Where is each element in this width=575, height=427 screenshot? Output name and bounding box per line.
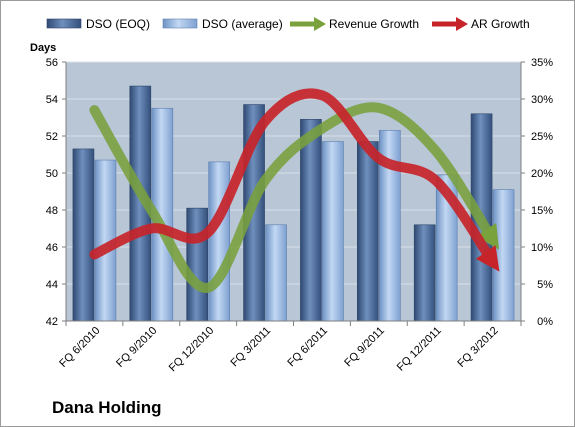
bar-dso-eoq — [300, 119, 322, 322]
lines-group — [89, 88, 500, 293]
legend-label: DSO (EOQ) — [86, 17, 150, 31]
legend: DSO (EOQ) DSO (average) Revenue Growth AR G… — [46, 17, 530, 31]
bar-dso-eoq — [72, 148, 95, 322]
y2-tick-label: 25% — [531, 131, 553, 143]
y-tick-label: 50 — [46, 168, 58, 180]
x-tick-label: FQ 9/2010 — [114, 325, 159, 370]
line-revenue-growth — [89, 102, 500, 293]
y-tick-label: 54 — [46, 94, 58, 106]
y-axis-title: Days — [30, 42, 56, 54]
bar-dso-eoq — [413, 224, 436, 322]
legend-arrow-icon — [314, 17, 326, 31]
y-tick-label: 44 — [46, 279, 58, 291]
y-tick-label: 52 — [46, 131, 58, 143]
x-tick-label: FQ 9/2011 — [342, 325, 387, 370]
y2-tick-label: 20% — [531, 168, 553, 180]
legend-swatch — [46, 18, 82, 29]
legend-label: DSO (average) — [202, 17, 283, 31]
x-tick-label: FQ 6/2010 — [57, 325, 102, 370]
x-tick-label: FQ 12/2011 — [395, 325, 444, 374]
legend-arrow-icon — [456, 17, 468, 31]
bar-dso-eoq — [186, 207, 208, 322]
y-tick-label: 42 — [46, 316, 58, 328]
legend-label: Revenue Growth — [329, 17, 419, 31]
bar-dso-eoq — [357, 141, 379, 322]
line-ar-growth — [89, 88, 500, 272]
y-tick-label: 46 — [46, 242, 58, 254]
x-tick-label: FQ 12/2010 — [167, 325, 217, 375]
company-name: Dana Holding — [52, 398, 162, 417]
bar-dso-average — [492, 189, 515, 322]
bar-dso-average — [265, 224, 287, 322]
x-tick-label: FQ 3/2011 — [229, 325, 274, 370]
y2-tick-label: 10% — [531, 242, 553, 254]
y-tick-label: 56 — [46, 57, 58, 69]
x-tick-label: FQ 3/2012 — [455, 325, 500, 370]
y2-tick-label: 30% — [531, 94, 553, 106]
y2-tick-label: 5% — [537, 279, 553, 291]
y-tick-label: 48 — [46, 205, 58, 217]
bar-dso-average — [208, 161, 230, 322]
legend-label: AR Growth — [471, 17, 530, 31]
y2-tick-label: 15% — [531, 205, 553, 217]
legend-swatch — [162, 18, 198, 29]
y2-tick-label: 35% — [531, 57, 553, 69]
y2-tick-label: 0% — [537, 316, 553, 328]
bar-dso-average — [322, 141, 344, 322]
x-tick-label: FQ 6/2011 — [285, 325, 330, 370]
